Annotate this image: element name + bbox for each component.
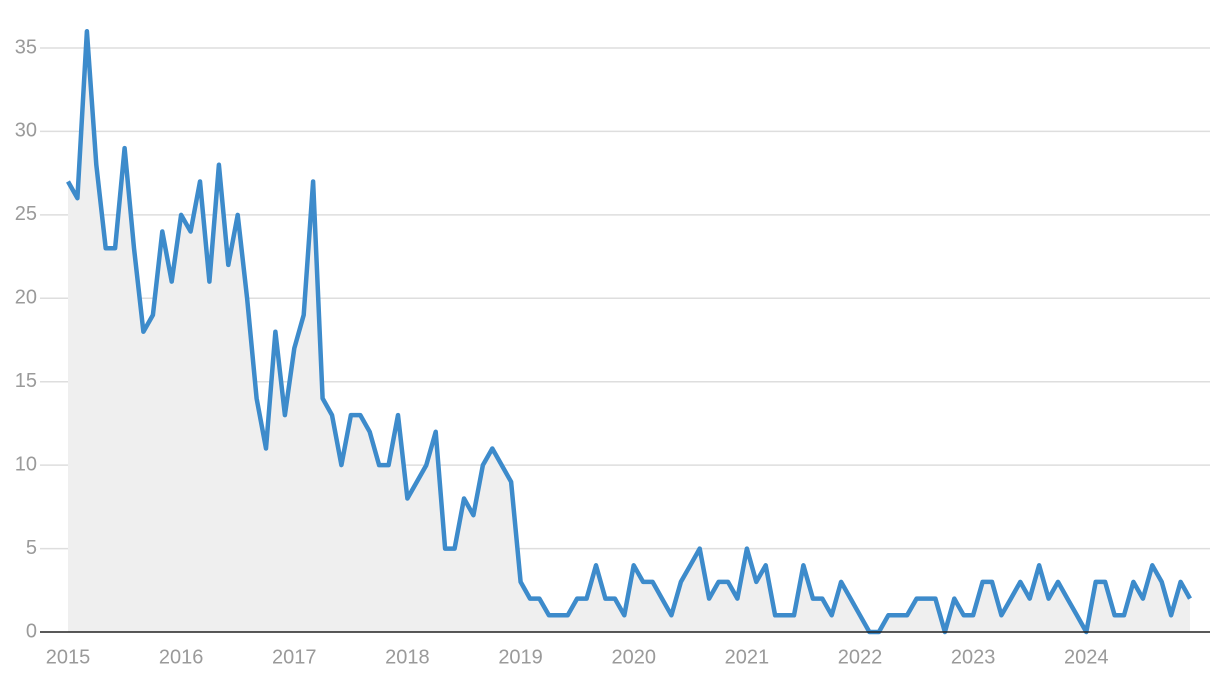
y-tick-label: 35 (15, 36, 37, 58)
line (66, 29, 1192, 635)
y-tick-label: 5 (26, 537, 37, 559)
x-tick-label: 2018 (385, 646, 430, 668)
y-tick-label: 20 (15, 287, 37, 309)
x-tick-label: 2017 (272, 646, 317, 668)
x-tick-label: 2019 (498, 646, 543, 668)
y-tick-label: 0 (26, 620, 37, 642)
area (68, 31, 1190, 633)
y-tick-label: 30 (15, 120, 37, 142)
x-tick-label: 2020 (611, 646, 656, 668)
x-tick-label: 2021 (725, 646, 770, 668)
x-tick-label: 2016 (159, 646, 204, 668)
x-tick-label: 2024 (1064, 646, 1109, 668)
y-tick-label: 15 (15, 370, 37, 392)
y-tick-label: 10 (15, 453, 37, 475)
x-tick-label: 2015 (46, 646, 91, 668)
y-tick-label: 25 (15, 203, 37, 225)
x-tick-label: 2023 (951, 646, 996, 668)
x-tick-label: 2022 (838, 646, 883, 668)
